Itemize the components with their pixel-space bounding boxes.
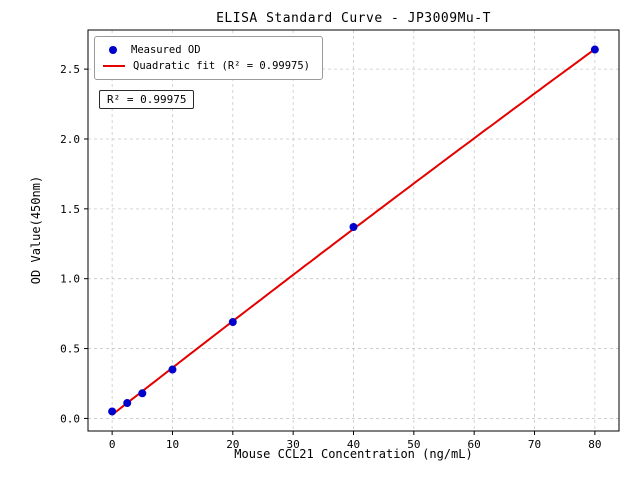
- svg-text:0: 0: [109, 438, 116, 451]
- r-squared-annotation: R² = 0.99975: [99, 90, 195, 109]
- y-axis-label: OD Value(450nm): [29, 175, 43, 285]
- measured-od-marker-icon: [109, 46, 117, 54]
- tick-labels: 0 10 20 30 40 50 60 70 80 0.0 0.5 1.0 1.5 2.0 2.5: [60, 63, 601, 451]
- tick-marks: [84, 68, 596, 435]
- svg-text:10: 10: [166, 438, 179, 451]
- svg-text:1.5: 1.5: [60, 203, 80, 216]
- fit-line-marker-icon: [103, 65, 125, 67]
- svg-text:80: 80: [588, 438, 601, 451]
- legend-item-quadratic-fit: Quadratic fit (R² = 0.99975): [103, 58, 310, 74]
- chart-title: ELISA Standard Curve - JP3009Mu-T: [216, 11, 491, 26]
- svg-text:40: 40: [347, 438, 360, 451]
- svg-text:20: 20: [226, 438, 239, 451]
- svg-text:2.5: 2.5: [60, 63, 80, 76]
- svg-text:1.0: 1.0: [60, 273, 80, 286]
- svg-text:30: 30: [287, 438, 300, 451]
- svg-text:0.0: 0.0: [60, 412, 80, 425]
- svg-text:0.5: 0.5: [60, 343, 80, 356]
- legend-item-measured-od: Measured OD: [103, 42, 310, 58]
- svg-text:60: 60: [468, 438, 481, 451]
- svg-text:50: 50: [407, 438, 420, 451]
- x-axis-label: Mouse CCL21 Concentration (ng/mL): [234, 447, 473, 461]
- svg-text:2.0: 2.0: [60, 133, 80, 146]
- legend: Measured OD Quadratic fit (R² = 0.99975): [94, 36, 324, 80]
- legend-label-quadratic-fit: Quadratic fit (R² = 0.99975): [133, 60, 311, 72]
- svg-text:70: 70: [528, 438, 541, 451]
- measured-od-points: [108, 45, 599, 416]
- legend-label-measured-od: Measured OD: [131, 44, 201, 56]
